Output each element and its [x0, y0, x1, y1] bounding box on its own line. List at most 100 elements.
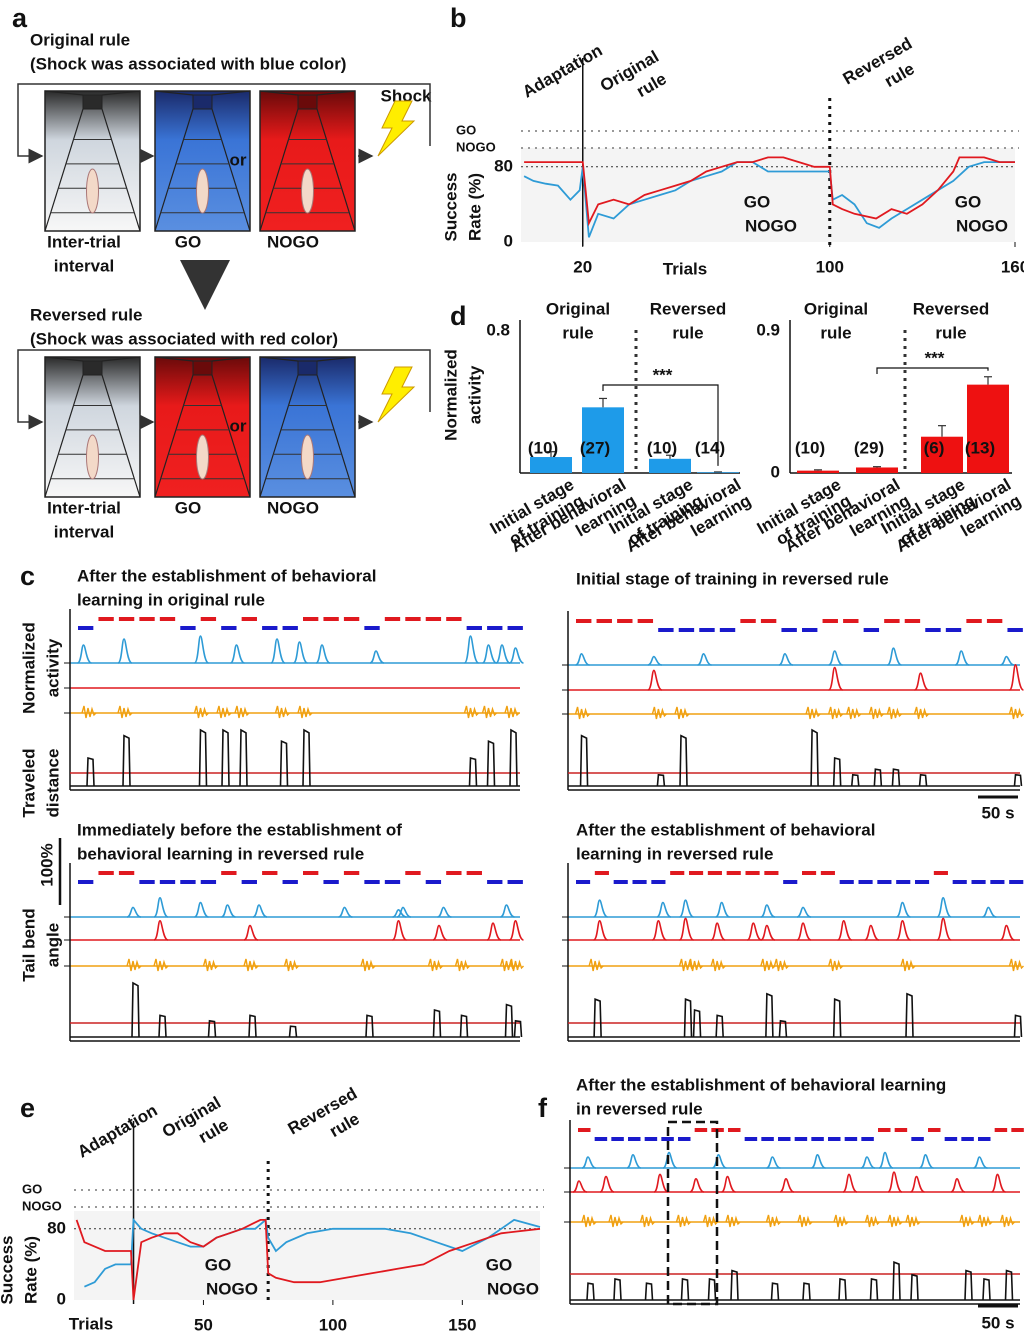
- legend-entry: GO: [205, 1255, 231, 1274]
- stimulus: [820, 871, 835, 875]
- header: Original: [546, 299, 610, 318]
- tail-burst: [581, 1214, 597, 1228]
- blue-peak: [463, 635, 479, 664]
- tail-burst: [193, 705, 209, 719]
- x-tick-label: 100: [319, 1315, 347, 1334]
- stimulus: [405, 871, 421, 875]
- stimulus: [446, 617, 462, 621]
- tail-burst: [887, 1214, 903, 1228]
- subpanel-title: learning in reversed rule: [576, 844, 773, 863]
- stimulus: [405, 617, 421, 621]
- y-tick-label: 80: [47, 1218, 66, 1237]
- stimulus: [678, 1137, 691, 1141]
- fish: [196, 168, 209, 214]
- tunnel-edge: [316, 90, 356, 96]
- stimulus: [707, 871, 722, 875]
- stimulus: [802, 628, 818, 632]
- tail-burst: [297, 705, 313, 719]
- y-tick-label: 0: [504, 231, 513, 250]
- stimulus: [487, 880, 503, 884]
- x-tick-label: 160: [1001, 257, 1024, 276]
- stimulus: [262, 626, 278, 630]
- distance-ramp: [707, 1278, 717, 1301]
- red-peak: [392, 919, 407, 941]
- label: Inter-trial: [47, 498, 121, 517]
- blue-peak: [194, 901, 209, 918]
- tunnel-edge: [154, 374, 194, 498]
- bar: [797, 470, 839, 473]
- tunnel-back: [82, 94, 103, 110]
- significance-bracket: [602, 384, 719, 466]
- label: Shock: [380, 86, 432, 105]
- y-axis-label: Rate (%): [21, 1236, 40, 1304]
- red-peak: [796, 922, 812, 941]
- tunnel-edge: [259, 90, 299, 96]
- stimulus: [425, 617, 442, 621]
- stimulus: [425, 880, 442, 884]
- header: Reversed: [913, 299, 990, 318]
- red-peak: [864, 924, 880, 941]
- red-peak: [651, 919, 667, 941]
- stimulus: [783, 880, 798, 884]
- y-axis-label: Rate (%): [465, 173, 484, 241]
- y-axis-label: Success: [441, 173, 460, 242]
- label: (Shock was associated with red color): [30, 329, 338, 348]
- tunnel: [154, 90, 251, 232]
- tail-burst: [202, 958, 218, 972]
- stimulus: [925, 628, 941, 632]
- legend-entry: NOGO: [487, 1279, 539, 1298]
- fish: [86, 168, 99, 214]
- stimulus: [760, 619, 777, 623]
- bar: [856, 467, 898, 473]
- tunnel-edge: [211, 90, 251, 96]
- stimulus: [118, 871, 135, 875]
- stimulus: [1011, 1128, 1024, 1132]
- red-peak: [950, 1177, 966, 1193]
- distance-ramp: [288, 1025, 298, 1038]
- blue-peak: [626, 1153, 642, 1169]
- distance-ramp: [486, 739, 496, 787]
- tunnel-edge: [44, 374, 84, 498]
- stimulus: [911, 1137, 924, 1141]
- n-label: (10): [528, 438, 558, 457]
- distance-ramp: [122, 734, 131, 787]
- red-peak: [679, 917, 694, 941]
- y-axis-label: Normalized: [441, 349, 460, 441]
- legend-entry: GO: [486, 1255, 512, 1274]
- tunnel-edge: [154, 356, 194, 362]
- distance-ramp: [509, 728, 518, 787]
- distance-ramp: [239, 728, 248, 787]
- blue-peak: [896, 901, 911, 918]
- scale-label: 50 s: [981, 803, 1014, 822]
- n-label: (6): [924, 438, 945, 457]
- blue-peak: [760, 904, 776, 918]
- stimulus: [303, 617, 319, 621]
- blue-peak: [828, 650, 843, 666]
- blue-peak: [973, 1156, 988, 1169]
- stimulus: [811, 1137, 824, 1141]
- plot-background: [74, 1211, 540, 1300]
- tunnel-edge: [44, 356, 84, 362]
- bar: [530, 457, 572, 473]
- distance-ramp: [770, 1282, 780, 1301]
- blue-peak: [982, 906, 997, 918]
- red-peak: [760, 924, 776, 941]
- stimulus: [978, 1137, 991, 1141]
- distance-ramp: [679, 734, 688, 787]
- success-line: [75, 1219, 541, 1301]
- stimulus: [670, 871, 685, 875]
- tunnel-edge: [44, 90, 84, 96]
- tail-burst: [913, 706, 930, 720]
- distance-ramp: [1013, 773, 1023, 787]
- row-label: GO: [456, 122, 476, 137]
- distance-ramp: [869, 1278, 879, 1301]
- tail-burst: [760, 958, 776, 972]
- stimulus: [894, 1128, 908, 1132]
- tail-burst: [702, 1214, 718, 1228]
- panel-label: e: [20, 1093, 35, 1123]
- red-peak: [647, 669, 663, 691]
- label: interval: [54, 256, 114, 275]
- distance-ramp: [586, 1282, 595, 1301]
- red-peak: [689, 1177, 705, 1193]
- distance-ramp: [221, 728, 230, 787]
